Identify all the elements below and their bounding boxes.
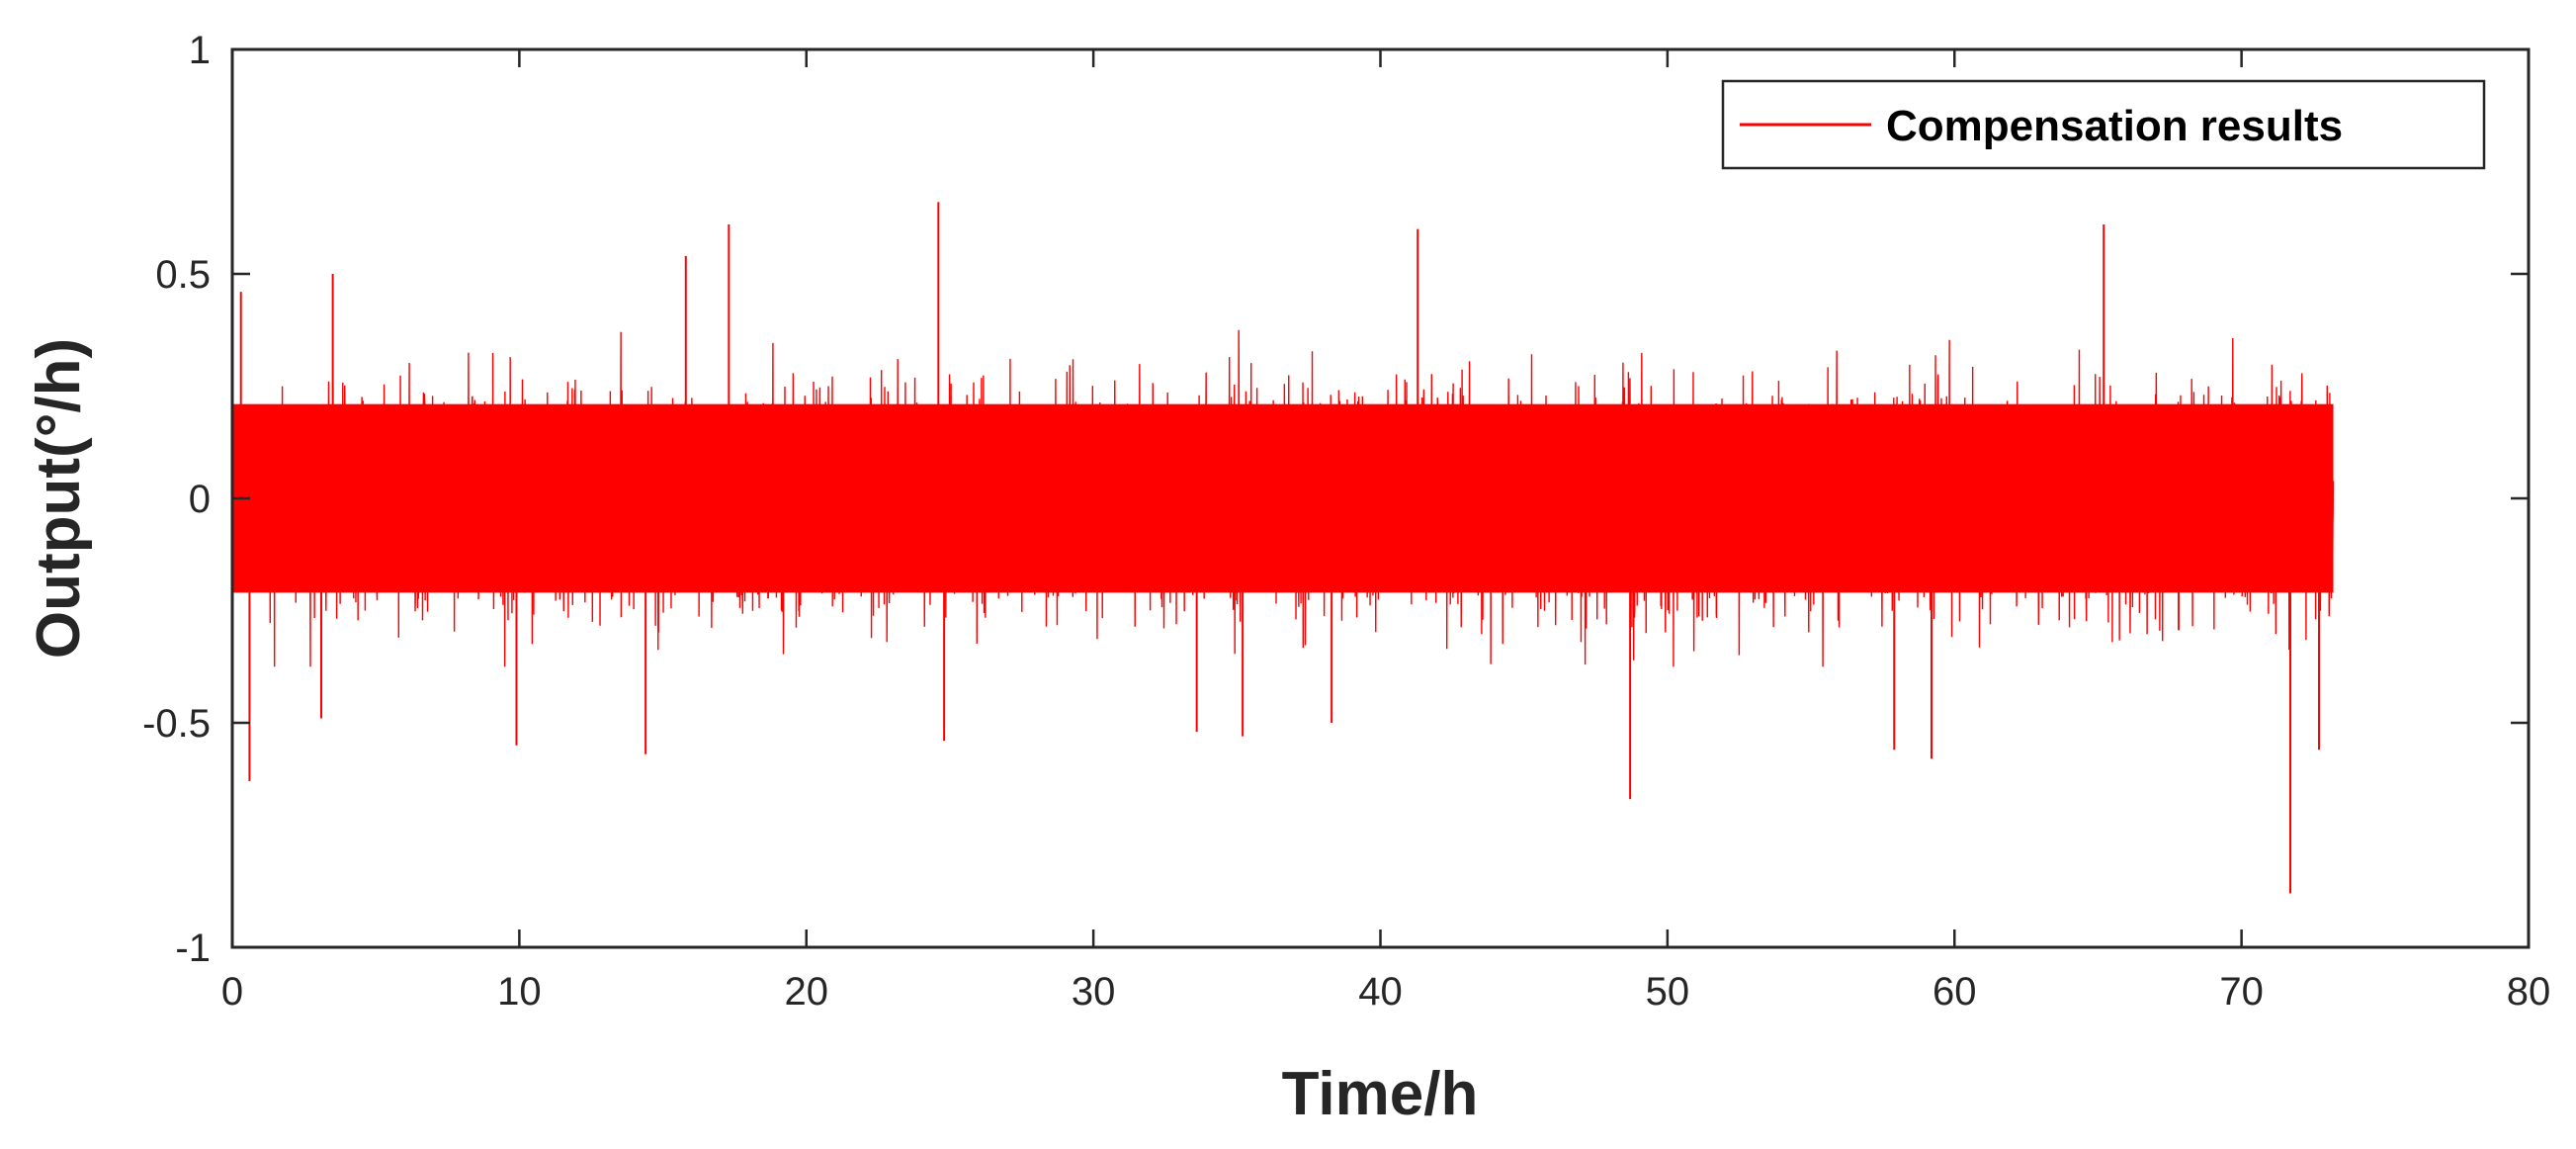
x-tick-label: 70	[2219, 970, 2264, 1014]
x-tick-label: 10	[497, 970, 542, 1014]
y-tick-label: -1	[175, 927, 211, 970]
x-axis-title: Time/h	[1282, 1060, 1479, 1128]
y-tick-label: 0.5	[155, 253, 211, 297]
x-tick-label: 50	[1646, 970, 1690, 1014]
x-tick-label: 80	[2507, 970, 2551, 1014]
y-tick-label: -0.5	[142, 702, 211, 746]
series-dense-core	[232, 403, 2334, 593]
x-tick-label: 30	[1072, 970, 1116, 1014]
x-tick-label: 20	[785, 970, 829, 1014]
legend-label: Compensation results	[1886, 102, 2343, 150]
x-tick-label: 0	[221, 970, 243, 1014]
plot-area-frame	[230, 47, 2531, 949]
legend: Compensation results	[1721, 79, 2486, 170]
y-axis-title: Output(°/h)	[25, 338, 93, 659]
series-layer	[231, 202, 2335, 894]
ticks-layer: 0 10 20 30 40 50 60 70 80 -1 -0.5 0 0.5 1	[142, 29, 2550, 1014]
y-tick-label: 1	[189, 29, 211, 72]
x-tick-label: 60	[1932, 970, 1977, 1014]
y-tick-label: 0	[189, 478, 211, 521]
x-tick-label: 40	[1358, 970, 1403, 1014]
